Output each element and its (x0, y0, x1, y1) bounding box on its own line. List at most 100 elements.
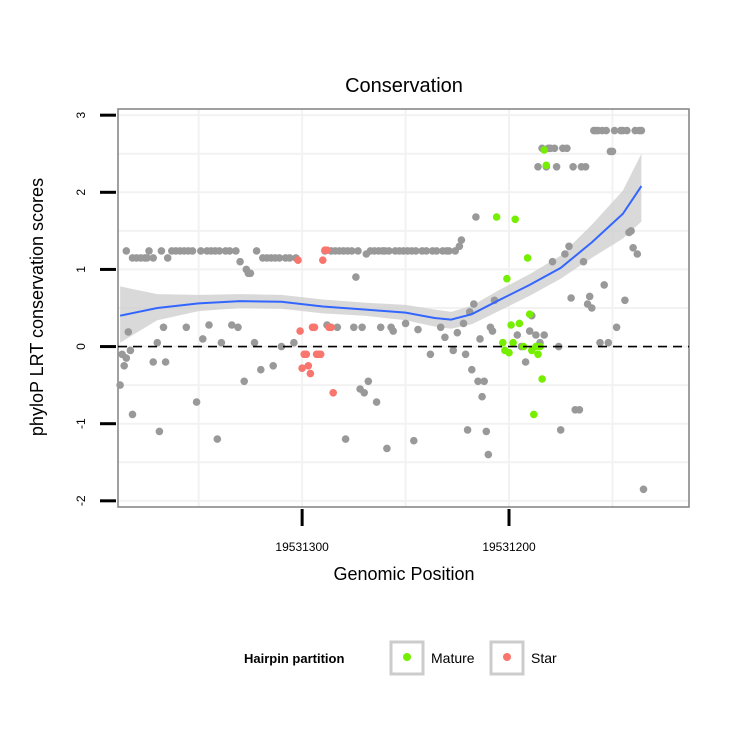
x-axis: 19531300 19531200 (275, 509, 536, 554)
confidence-band-layer (120, 153, 642, 343)
data-point-mature (538, 375, 546, 383)
legend-key-mature (389, 640, 425, 676)
data-point-other (629, 244, 637, 252)
data-point-other (581, 163, 590, 171)
data-point-other (488, 327, 497, 335)
y-axis-label: phyloP LRT conservation scores (27, 178, 47, 436)
data-point-other (236, 257, 244, 266)
data-point-other (563, 144, 571, 153)
data-point-other (410, 436, 418, 445)
data-point-other (525, 327, 534, 335)
data-point-star (319, 256, 327, 265)
data-point-other (639, 485, 648, 494)
data-point-mature (534, 350, 542, 359)
data-point-other (257, 365, 265, 374)
y-tick-label: 3 (74, 112, 88, 119)
data-point-other (474, 377, 482, 386)
data-point-other (414, 325, 422, 334)
data-point-other (372, 398, 381, 406)
data-point-mature (525, 310, 534, 319)
data-point-other (250, 338, 259, 347)
data-point-other (585, 292, 594, 301)
data-point-other (565, 242, 573, 251)
data-point-other (478, 392, 486, 401)
data-point-star (302, 350, 311, 359)
data-point-other (385, 247, 393, 255)
data-point-other (608, 147, 617, 156)
legend-label-mature: Mature (431, 650, 475, 666)
data-point-other (484, 450, 493, 459)
data-point-mature (515, 319, 524, 328)
legend-marker-star (503, 653, 511, 661)
data-point-other (128, 410, 137, 419)
data-point-other (426, 350, 435, 359)
data-point-other (199, 335, 207, 343)
data-point-other (612, 323, 621, 332)
data-point-other (610, 126, 619, 135)
data-point-other (401, 319, 410, 328)
data-point-other (358, 323, 366, 332)
data-point-other (149, 254, 157, 262)
points-layer (116, 126, 648, 494)
data-point-star (304, 362, 313, 370)
y-tick-label: 2 (74, 189, 88, 196)
data-point-other (412, 247, 420, 255)
data-point-other (364, 377, 373, 386)
y-axis: -2 -1 0 1 2 3 (74, 112, 116, 506)
data-point-other (445, 247, 453, 255)
data-point-other (550, 144, 559, 153)
data-point-other (182, 323, 191, 332)
data-point-other (352, 273, 360, 281)
data-point-star (306, 369, 315, 378)
data-point-other (621, 296, 629, 305)
y-tick-label: 0 (74, 343, 88, 350)
data-point-other (548, 257, 557, 266)
data-point-other (468, 365, 476, 374)
data-point-other (153, 338, 162, 347)
data-point-other (470, 300, 478, 308)
data-point-other (436, 323, 445, 332)
data-point-other (217, 338, 226, 347)
data-point-other (252, 247, 261, 255)
data-point-other (389, 327, 398, 335)
data-point-other (579, 257, 588, 266)
y-tick-label: 1 (74, 266, 88, 273)
data-point-star (298, 364, 306, 373)
data-point-other (341, 435, 350, 443)
data-point-other (145, 247, 153, 255)
data-point-other (482, 427, 491, 436)
data-point-other (149, 358, 157, 366)
data-point-other (461, 350, 470, 359)
data-point-mature (492, 213, 501, 221)
data-point-other (441, 333, 449, 342)
data-point-mature (499, 338, 507, 347)
data-point-other (192, 398, 201, 406)
data-point-other (432, 247, 441, 255)
data-point-mature (507, 321, 515, 329)
data-point-other (205, 321, 213, 329)
data-point-other (600, 281, 608, 289)
confidence-band (120, 153, 642, 343)
data-point-other (124, 328, 133, 336)
data-point-other (234, 323, 242, 332)
data-point-other (567, 294, 575, 302)
data-point-other (228, 321, 236, 329)
legend-title: Hairpin partition (244, 651, 344, 666)
data-point-other (232, 247, 240, 255)
data-point-other (449, 346, 458, 355)
data-point-other (534, 163, 542, 171)
data-point-other (463, 426, 472, 434)
data-point-other (532, 331, 540, 339)
data-point-other (575, 406, 584, 414)
data-point-other (457, 236, 466, 244)
data-point-other (348, 247, 356, 255)
data-point-other (333, 323, 342, 332)
data-point-mature (509, 338, 517, 347)
data-point-other (285, 254, 294, 262)
data-point-other (213, 435, 222, 443)
data-point-other (552, 163, 561, 171)
data-point-other (269, 362, 278, 370)
data-point-other (455, 242, 464, 251)
data-point-other (513, 331, 522, 339)
data-point-other (246, 269, 255, 278)
